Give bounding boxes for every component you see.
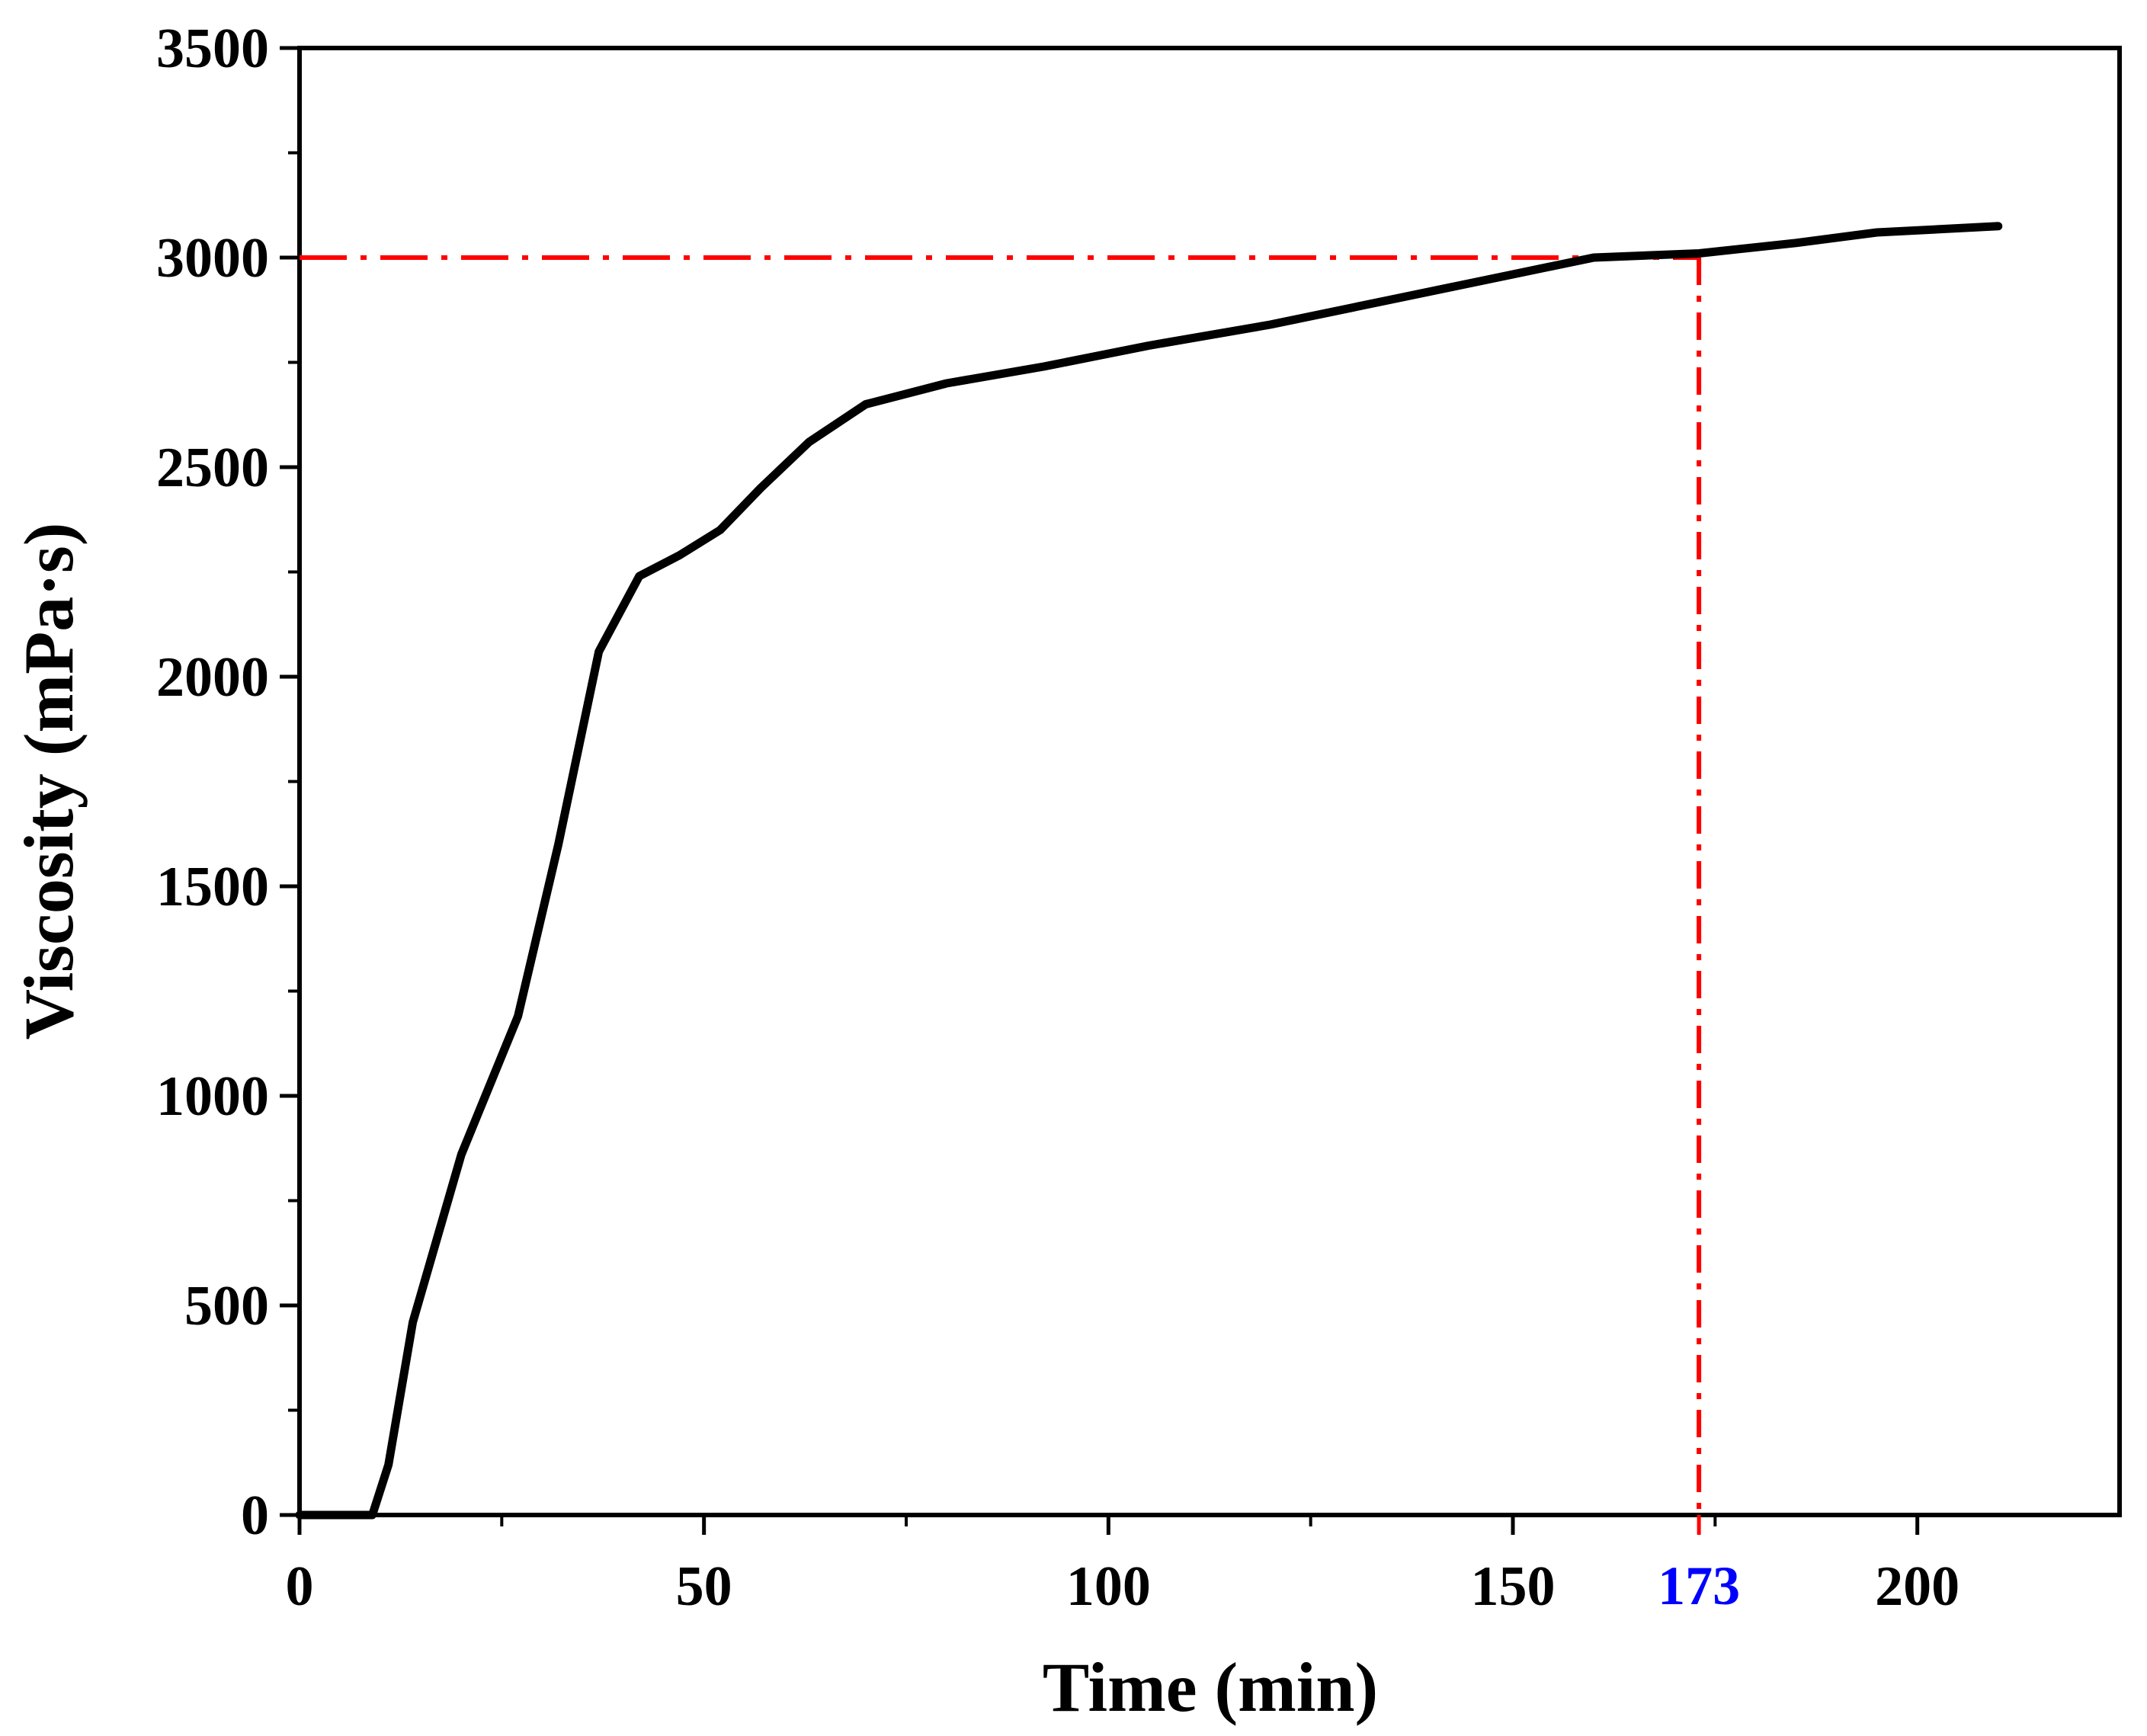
y-tick-label: 2500 [156,437,269,499]
x-tick-label: 200 [1875,1555,1960,1618]
y-tick-label: 3000 [156,227,269,290]
y-tick-label: 2000 [156,646,269,709]
y-tick-label: 1500 [156,856,269,918]
series-layer [295,222,2003,1520]
x-tick-label: 100 [1066,1555,1151,1618]
y-tick-labels: 0 500 1000 1500 2000 2500 3000 3500 [156,18,269,1547]
series-line-viscosity [295,222,2003,1520]
x-tick-label: 50 [676,1555,732,1618]
x-tick-labels: 0 50 100 150 200 [286,1555,1960,1618]
x-tick-label: 0 [286,1555,314,1618]
y-tick-label: 3500 [156,18,269,80]
y-tick-label: 1000 [156,1065,269,1128]
y-tick-label: 500 [184,1275,269,1337]
x-axis-title: Time (min) [1043,1648,1378,1726]
x-tick-label: 150 [1471,1555,1556,1618]
reference-x-label: 173 [1658,1555,1740,1616]
y-tick-label: 0 [241,1485,269,1547]
y-axis-title: Viscosity (mPa·s) [10,523,88,1040]
y-axis-ticks [280,46,300,1517]
reference-lines [300,255,1702,1535]
x-axis-ticks [297,1515,1920,1535]
